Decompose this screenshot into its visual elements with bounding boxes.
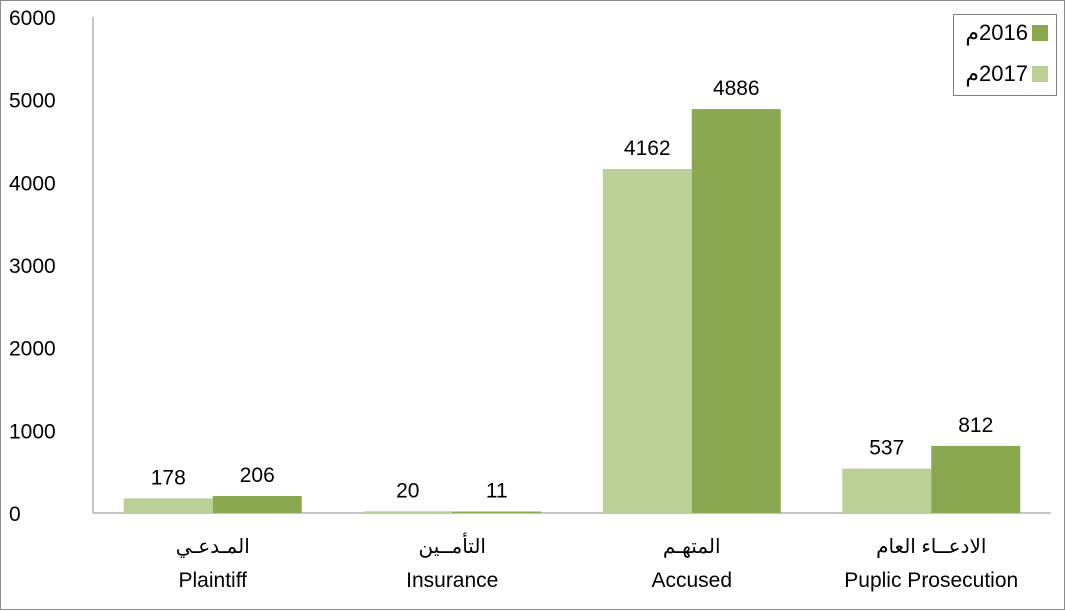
x-category-label-ar: المـدعـي — [176, 536, 250, 559]
x-category-label-en: Puplic Prosecution — [844, 569, 1018, 592]
y-tick-label: 0 — [9, 503, 21, 526]
bar-accused-2016 — [691, 109, 781, 513]
legend-item-2016: 2016م — [965, 19, 1048, 47]
y-tick-label: 6000 — [9, 7, 56, 30]
x-category-label-ar: الادعــاء العام — [876, 536, 986, 558]
data-label-insurance-2016: 11 — [486, 480, 508, 503]
legend-swatch-2016 — [1032, 25, 1048, 41]
x-category-label-en: Insurance — [406, 569, 498, 592]
bar-insurance-2017 — [363, 511, 453, 513]
data-label-puplic-prosecution-2016: 812 — [958, 414, 993, 437]
legend-swatch-2017 — [1032, 66, 1048, 82]
data-label-accused-2017: 4162 — [624, 137, 671, 160]
data-label-plaintiff-2016: 206 — [240, 464, 275, 487]
chart-legend: 2016م 2017م — [953, 14, 1057, 96]
bar-insurance-2016 — [452, 511, 542, 513]
legend-label-2017: 2017م — [965, 61, 1028, 86]
data-label-insurance-2017: 20 — [396, 479, 419, 502]
data-label-accused-2016: 4886 — [713, 77, 760, 100]
x-category-label-en: Accused — [651, 569, 732, 592]
x-category-label-ar: التأمــين — [419, 532, 486, 558]
y-tick-label: 3000 — [9, 255, 56, 278]
x-category-label-en: Plaintiff — [179, 569, 248, 592]
y-tick-label: 4000 — [9, 172, 56, 195]
y-tick-label: 2000 — [9, 338, 56, 361]
y-tick-label: 5000 — [9, 90, 56, 113]
bar-plaintiff-2017 — [123, 498, 213, 513]
bar-puplic-prosecution-2017 — [842, 468, 932, 513]
legend-item-2017: 2017م — [965, 60, 1048, 88]
x-category-label-ar: المتهـم — [663, 536, 721, 558]
bar-puplic-prosecution-2016 — [931, 445, 1021, 513]
legend-label-2016: 2016م — [965, 20, 1028, 45]
data-label-plaintiff-2017: 178 — [151, 466, 186, 489]
y-tick-label: 1000 — [9, 420, 56, 443]
bar-plaintiff-2016 — [212, 495, 302, 513]
data-label-puplic-prosecution-2017: 537 — [869, 437, 904, 460]
bar-accused-2017 — [602, 168, 692, 513]
